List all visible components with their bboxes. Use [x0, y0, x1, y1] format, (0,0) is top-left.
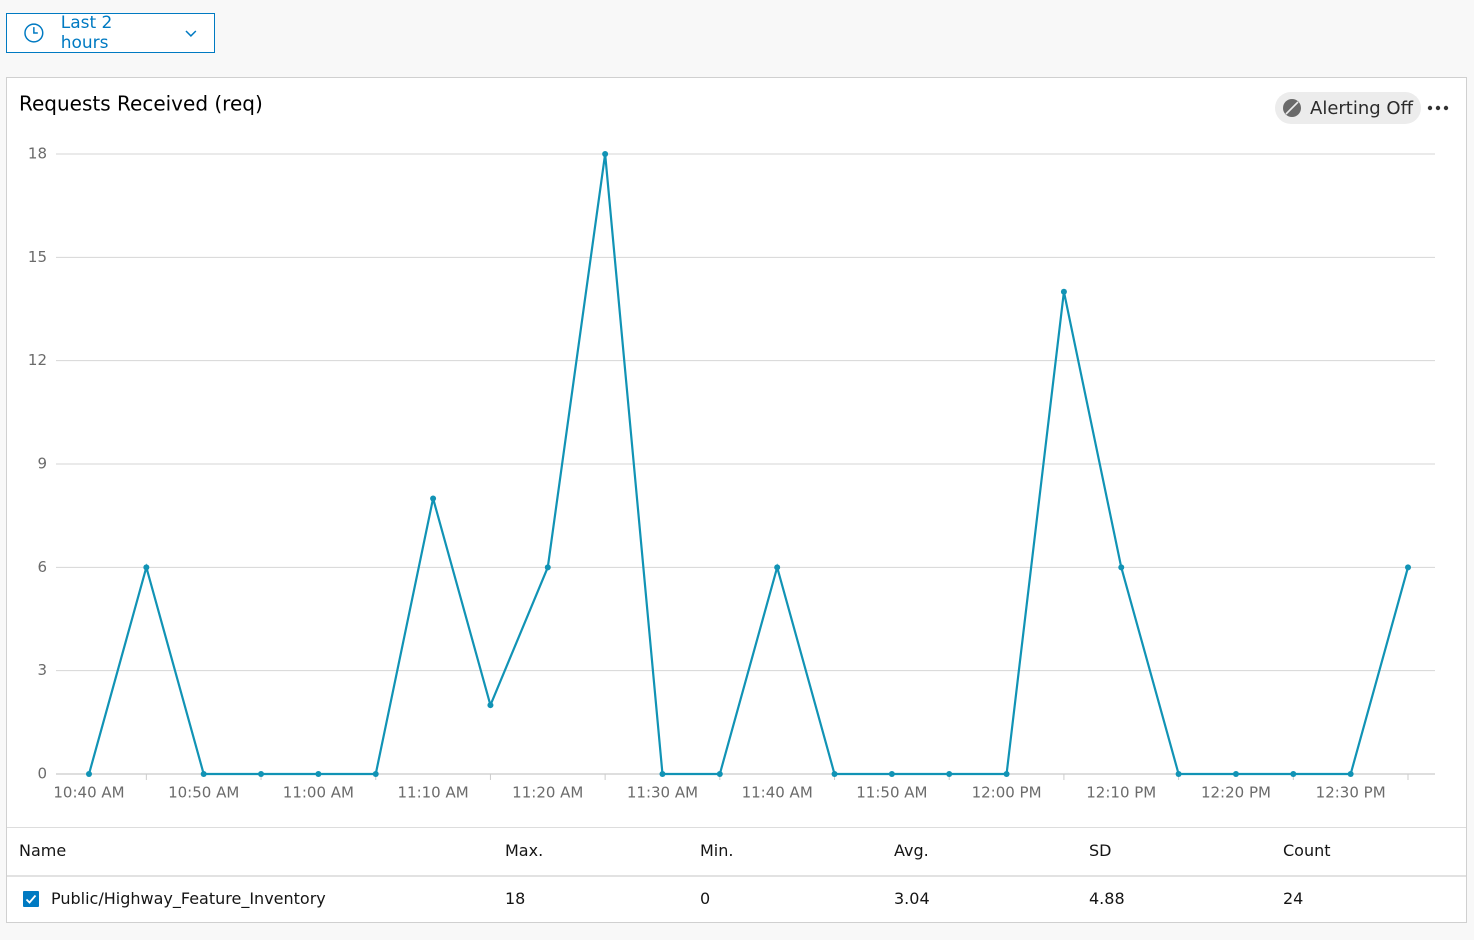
column-header: SD [1089, 841, 1112, 860]
x-tick-label: 10:50 AM [168, 784, 239, 802]
row-stat: 0 [700, 889, 711, 908]
data-point [315, 771, 322, 777]
data-point [544, 564, 551, 571]
x-tick-label: 11:50 AM [856, 784, 927, 802]
data-point [487, 702, 494, 709]
chart-title: Requests Received (req) [19, 92, 263, 116]
x-tick-label: 11:30 AM [627, 784, 698, 802]
clock-icon [24, 23, 44, 43]
time-filter-label: Last 2 hours [60, 13, 113, 53]
data-point [200, 771, 207, 777]
data-point [143, 564, 150, 571]
data-point [831, 771, 838, 777]
alerting-toggle[interactable] [1275, 92, 1421, 124]
series-line [87, 153, 1410, 776]
x-tick-label: 11:20 AM [512, 784, 583, 802]
column-header: Min. [700, 841, 734, 860]
data-point [602, 151, 609, 157]
data-point [258, 771, 265, 777]
more-menu[interactable] [1427, 105, 1449, 111]
x-tick-label: 11:00 AM [283, 784, 354, 802]
y-tick-label: 15 [28, 248, 47, 266]
y-tick-label: 6 [37, 558, 47, 576]
data-point [659, 771, 666, 777]
row-name: Public/Highway_Feature_Inventory [51, 889, 326, 908]
x-tick-label: 12:30 PM [1316, 784, 1386, 802]
divider [7, 875, 1466, 877]
data-point [1232, 771, 1239, 777]
data-point [430, 495, 437, 502]
data-point [1405, 564, 1411, 571]
data-point [1290, 771, 1297, 777]
y-tick-label: 12 [28, 351, 47, 369]
alerting-icon-slash [1285, 101, 1299, 115]
chart: Requests Received (req) Alerting Off 0 3 6… [19, 92, 1449, 802]
divider [7, 827, 1466, 828]
y-tick-label: 3 [37, 661, 47, 679]
data-point [888, 771, 895, 777]
x-tick-label: 10:40 AM [53, 784, 124, 802]
data-point [774, 564, 781, 571]
data-point [716, 771, 723, 777]
column-header: Count [1283, 841, 1331, 860]
data-point [1175, 771, 1182, 777]
data-point [1060, 288, 1067, 295]
row-stat: 18 [505, 889, 526, 908]
x-tick-label: 12:00 PM [972, 784, 1042, 802]
x-tick-label: 11:40 AM [742, 784, 813, 802]
x-tick-label: 12:20 PM [1201, 784, 1271, 802]
column-header: Max. [505, 841, 544, 860]
alerting-label: Alerting Off [1310, 98, 1414, 119]
y-tick-label: 18 [28, 145, 47, 163]
time-filter-button[interactable]: Last 2 hours [6, 13, 215, 53]
data-point [372, 771, 379, 777]
chart-panel: Requests Received (req) Alerting Off 0 3 6… [6, 77, 1467, 923]
y-tick-label: 0 [37, 765, 47, 783]
row-stat: 3.04 [894, 889, 930, 908]
chevron-icon [185, 30, 197, 38]
column-header: Avg. [894, 841, 929, 860]
x-tick-label: 12:10 PM [1086, 784, 1156, 802]
row-stat: 4.88 [1089, 889, 1125, 908]
column-header: Name [19, 841, 67, 860]
data-point [86, 771, 92, 777]
data-point [1003, 771, 1010, 777]
x-tick-label: 11:10 AM [397, 784, 468, 802]
data-point [1118, 564, 1125, 571]
row-stat: 24 [1283, 889, 1304, 908]
data-point [1347, 771, 1354, 777]
data-point [946, 771, 953, 777]
y-tick-label: 9 [37, 455, 47, 473]
check-icon [25, 894, 37, 904]
row-checkbox[interactable] [23, 891, 39, 907]
